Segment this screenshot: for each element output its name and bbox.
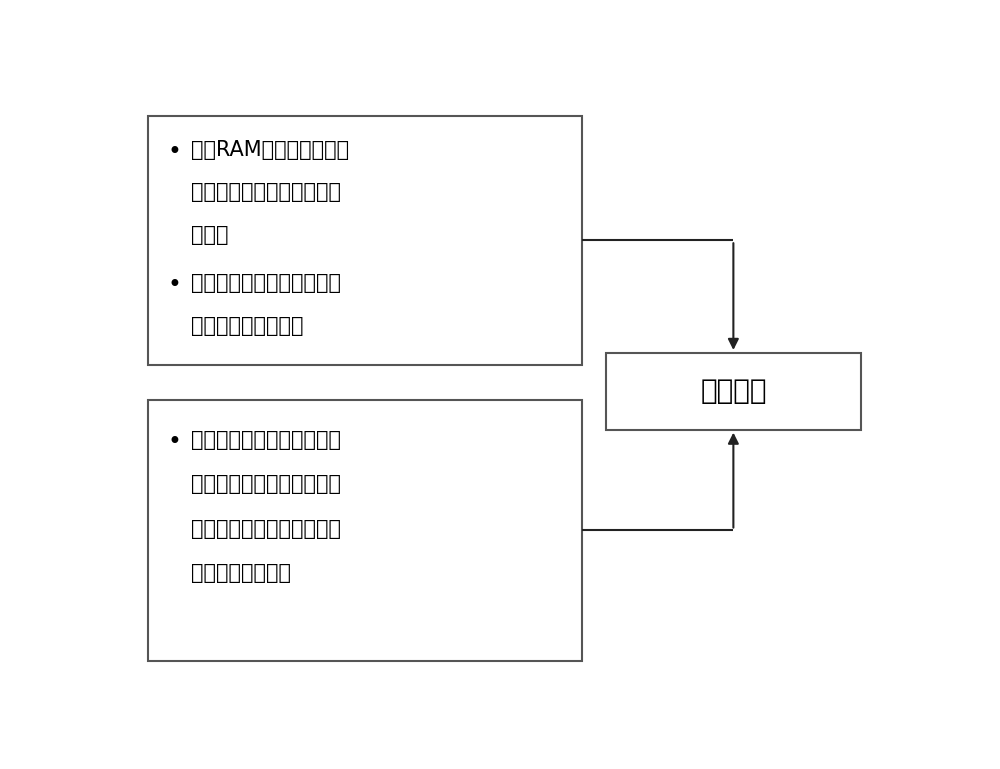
Text: 康状态和发展趋势: 康状态和发展趋势: [191, 563, 291, 583]
Text: 通过已经发生的事件预测下: 通过已经发生的事件预测下: [191, 274, 341, 294]
Text: 通过预知维修技术对每种失: 通过预知维修技术对每种失: [191, 430, 341, 450]
Text: 预知维修: 预知维修: [700, 378, 767, 405]
Text: 次发生的概率和时间: 次发生的概率和时间: [191, 316, 303, 336]
Bar: [148, 116, 582, 365]
Bar: [606, 353, 861, 430]
Text: •: •: [168, 430, 182, 454]
Text: 通过RAM模拟仿真求得每: 通过RAM模拟仿真求得每: [191, 140, 349, 160]
Text: •: •: [168, 274, 182, 298]
Text: •: •: [168, 140, 182, 164]
Text: 效模式的相关特征参数动态: 效模式的相关特征参数动态: [191, 474, 341, 494]
Text: 种失效模式的形状函数和预: 种失效模式的形状函数和预: [191, 182, 341, 202]
Text: 追踪，以确定设备当前的健: 追踪，以确定设备当前的健: [191, 518, 341, 538]
Text: 期寿命: 期寿命: [191, 225, 228, 245]
Bar: [148, 400, 582, 661]
